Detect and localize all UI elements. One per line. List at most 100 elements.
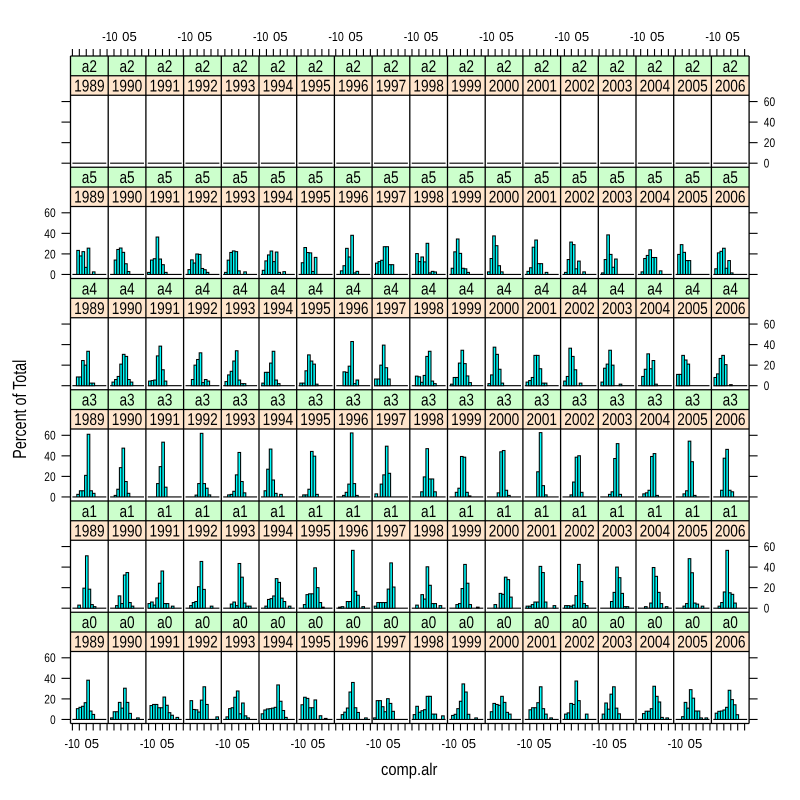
svg-text:-10: -10 [479, 29, 494, 44]
svg-text:1997: 1997 [376, 76, 407, 95]
svg-text:1989: 1989 [74, 299, 105, 318]
svg-text:1995: 1995 [300, 521, 331, 540]
svg-text:1999: 1999 [451, 410, 482, 429]
svg-text:1989: 1989 [74, 521, 105, 540]
svg-text:a3: a3 [308, 391, 323, 410]
svg-text:1990: 1990 [112, 76, 143, 95]
svg-text:1995: 1995 [300, 633, 331, 652]
svg-text:2001: 2001 [527, 633, 558, 652]
svg-text:a4: a4 [534, 279, 549, 298]
svg-text:a4: a4 [496, 279, 511, 298]
svg-text:a3: a3 [459, 391, 474, 410]
svg-text:40: 40 [44, 227, 55, 241]
svg-text:a4: a4 [119, 279, 134, 298]
svg-text:a2: a2 [308, 57, 323, 76]
svg-text:1997: 1997 [376, 299, 407, 318]
svg-text:a0: a0 [459, 613, 474, 632]
svg-text:a4: a4 [647, 279, 662, 298]
svg-text:1992: 1992 [187, 633, 218, 652]
svg-text:-10: -10 [404, 29, 419, 44]
svg-text:1994: 1994 [263, 76, 294, 95]
svg-text:a4: a4 [383, 279, 398, 298]
svg-text:1996: 1996 [338, 633, 369, 652]
svg-text:a5: a5 [195, 168, 210, 187]
svg-text:a1: a1 [308, 502, 323, 521]
svg-text:2004: 2004 [640, 76, 671, 95]
svg-text:a3: a3 [195, 391, 210, 410]
svg-text:a0: a0 [610, 613, 625, 632]
svg-text:60: 60 [764, 540, 775, 554]
svg-text:2006: 2006 [715, 76, 746, 95]
svg-text:1994: 1994 [263, 410, 294, 429]
svg-text:1991: 1991 [150, 633, 181, 652]
svg-text:05: 05 [688, 736, 703, 751]
svg-text:1997: 1997 [376, 521, 407, 540]
svg-text:40: 40 [44, 672, 55, 686]
svg-text:2005: 2005 [677, 410, 708, 429]
svg-text:a2: a2 [496, 57, 511, 76]
svg-text:1999: 1999 [451, 188, 482, 207]
svg-text:1991: 1991 [150, 76, 181, 95]
svg-text:1998: 1998 [413, 299, 444, 318]
svg-text:1997: 1997 [376, 633, 407, 652]
svg-text:0: 0 [764, 157, 770, 171]
svg-text:0: 0 [764, 602, 770, 616]
svg-text:1993: 1993 [225, 633, 256, 652]
svg-text:2001: 2001 [527, 410, 558, 429]
svg-text:05: 05 [650, 29, 665, 44]
svg-text:a3: a3 [421, 391, 436, 410]
svg-text:05: 05 [537, 736, 552, 751]
svg-text:60: 60 [764, 95, 775, 109]
svg-text:20: 20 [764, 581, 775, 595]
svg-text:1989: 1989 [74, 410, 105, 429]
svg-text:a5: a5 [119, 168, 134, 187]
svg-text:a3: a3 [82, 391, 97, 410]
svg-text:-10: -10 [668, 736, 683, 751]
svg-text:a3: a3 [270, 391, 285, 410]
svg-text:a1: a1 [346, 502, 361, 521]
svg-text:a4: a4 [459, 279, 474, 298]
svg-text:1994: 1994 [263, 633, 294, 652]
svg-text:1991: 1991 [150, 521, 181, 540]
svg-text:0: 0 [50, 268, 56, 282]
svg-text:05: 05 [725, 29, 740, 44]
svg-text:20: 20 [764, 359, 775, 373]
svg-text:a3: a3 [383, 391, 398, 410]
svg-text:1994: 1994 [263, 521, 294, 540]
svg-text:1989: 1989 [74, 188, 105, 207]
svg-text:05: 05 [235, 736, 250, 751]
svg-text:a0: a0 [383, 613, 398, 632]
svg-text:-10: -10 [64, 736, 79, 751]
svg-text:05: 05 [424, 29, 439, 44]
svg-text:1990: 1990 [112, 521, 143, 540]
svg-text:2002: 2002 [564, 410, 595, 429]
svg-text:a2: a2 [82, 57, 97, 76]
svg-text:0: 0 [764, 379, 770, 393]
svg-text:2000: 2000 [489, 188, 520, 207]
svg-text:1998: 1998 [413, 521, 444, 540]
svg-text:2003: 2003 [602, 410, 633, 429]
svg-text:a5: a5 [723, 168, 738, 187]
svg-text:a5: a5 [421, 168, 436, 187]
svg-text:a3: a3 [610, 391, 625, 410]
svg-text:a0: a0 [685, 613, 700, 632]
svg-text:2001: 2001 [527, 188, 558, 207]
svg-text:2002: 2002 [564, 76, 595, 95]
svg-text:0: 0 [50, 713, 56, 727]
svg-text:1995: 1995 [300, 299, 331, 318]
svg-text:1994: 1994 [263, 188, 294, 207]
svg-text:40: 40 [44, 449, 55, 463]
svg-text:1996: 1996 [338, 521, 369, 540]
svg-text:05: 05 [273, 29, 288, 44]
svg-text:1992: 1992 [187, 410, 218, 429]
svg-text:20: 20 [764, 136, 775, 150]
svg-text:2006: 2006 [715, 410, 746, 429]
svg-text:60: 60 [44, 429, 55, 443]
svg-text:2000: 2000 [489, 76, 520, 95]
svg-text:a4: a4 [82, 279, 97, 298]
svg-text:a3: a3 [346, 391, 361, 410]
svg-text:a2: a2 [610, 57, 625, 76]
svg-text:a3: a3 [119, 391, 134, 410]
svg-text:2003: 2003 [602, 76, 633, 95]
svg-text:a5: a5 [270, 168, 285, 187]
